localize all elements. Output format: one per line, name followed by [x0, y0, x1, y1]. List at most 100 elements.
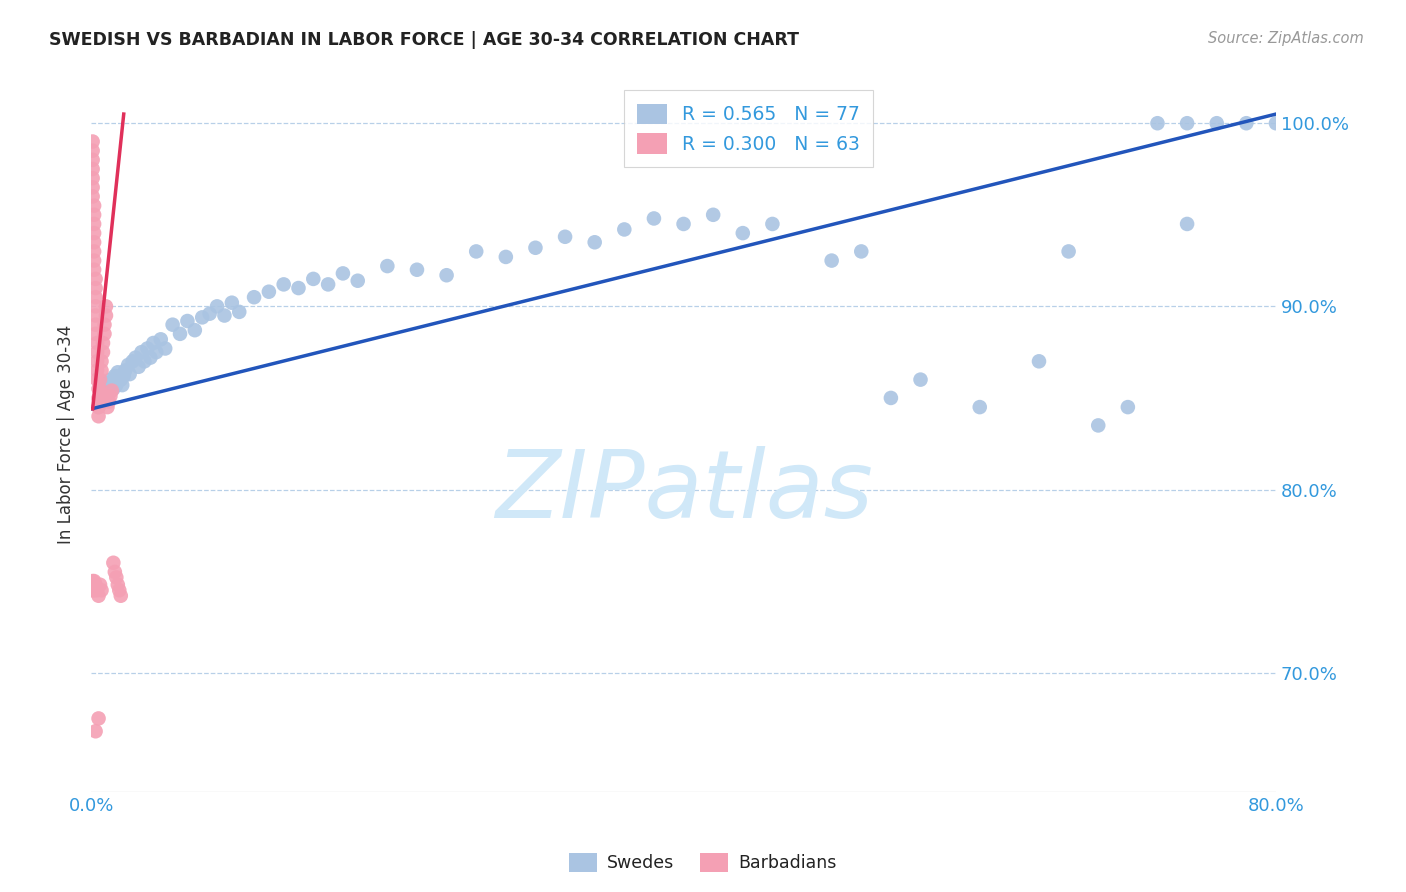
Y-axis label: In Labor Force | Age 30-34: In Labor Force | Age 30-34	[58, 325, 75, 544]
Point	[89, 578, 111, 592]
Point	[86, 345, 108, 359]
Point	[91, 345, 114, 359]
Point	[205, 299, 228, 313]
Point	[84, 309, 107, 323]
Legend: R = 0.565   N = 77, R = 0.300   N = 63: R = 0.565 N = 77, R = 0.300 N = 63	[624, 90, 873, 167]
Point	[83, 244, 105, 259]
Point	[112, 368, 135, 383]
Point	[1028, 354, 1050, 368]
Point	[821, 253, 844, 268]
Point	[702, 208, 724, 222]
Point	[83, 253, 105, 268]
Point	[761, 217, 783, 231]
Point	[82, 171, 104, 186]
Point	[84, 326, 107, 341]
Point	[554, 229, 576, 244]
Point	[96, 376, 118, 391]
Point	[1265, 116, 1288, 130]
Point	[128, 359, 150, 374]
Point	[108, 583, 131, 598]
Point	[94, 299, 117, 313]
Point	[176, 314, 198, 328]
Point	[316, 277, 339, 292]
Point	[84, 724, 107, 739]
Point	[105, 570, 128, 584]
Point	[90, 391, 112, 405]
Point	[465, 244, 488, 259]
Text: SWEDISH VS BARBADIAN IN LABOR FORCE | AGE 30-34 CORRELATION CHART: SWEDISH VS BARBADIAN IN LABOR FORCE | AG…	[49, 31, 799, 49]
Point	[117, 358, 139, 372]
Point	[121, 354, 143, 368]
Point	[346, 274, 368, 288]
Point	[82, 144, 104, 158]
Point	[93, 318, 115, 332]
Point	[145, 345, 167, 359]
Point	[1057, 244, 1080, 259]
Point	[83, 199, 105, 213]
Point	[83, 583, 105, 598]
Point	[86, 363, 108, 377]
Point	[134, 354, 156, 368]
Point	[214, 309, 236, 323]
Point	[672, 217, 695, 231]
Point	[94, 309, 117, 323]
Point	[1234, 116, 1257, 130]
Point	[583, 235, 606, 250]
Point	[89, 373, 111, 387]
Point	[82, 180, 104, 194]
Point	[731, 226, 754, 240]
Point	[257, 285, 280, 299]
Point	[643, 211, 665, 226]
Point	[100, 389, 122, 403]
Point	[83, 208, 105, 222]
Point	[495, 250, 517, 264]
Point	[84, 272, 107, 286]
Point	[89, 391, 111, 405]
Point	[142, 336, 165, 351]
Point	[90, 363, 112, 377]
Point	[162, 318, 184, 332]
Point	[910, 373, 932, 387]
Point	[169, 326, 191, 341]
Point	[524, 241, 547, 255]
Point	[93, 384, 115, 398]
Point	[243, 290, 266, 304]
Point	[104, 565, 127, 579]
Point	[87, 400, 110, 414]
Point	[97, 394, 120, 409]
Point	[82, 153, 104, 167]
Point	[273, 277, 295, 292]
Point	[87, 409, 110, 424]
Point	[87, 589, 110, 603]
Point	[91, 387, 114, 401]
Point	[83, 235, 105, 250]
Point	[1146, 116, 1168, 130]
Point	[91, 336, 114, 351]
Point	[84, 290, 107, 304]
Point	[1175, 116, 1198, 130]
Point	[87, 382, 110, 396]
Point	[191, 310, 214, 325]
Point	[93, 326, 115, 341]
Point	[94, 380, 117, 394]
Point	[82, 161, 104, 176]
Point	[83, 262, 105, 277]
Point	[1087, 418, 1109, 433]
Point	[184, 323, 207, 337]
Point	[198, 307, 221, 321]
Point	[114, 363, 136, 377]
Point	[851, 244, 873, 259]
Point	[90, 354, 112, 368]
Point	[100, 373, 122, 387]
Point	[287, 281, 309, 295]
Point	[103, 556, 125, 570]
Point	[1205, 116, 1227, 130]
Point	[90, 583, 112, 598]
Point	[84, 578, 107, 592]
Point	[86, 336, 108, 351]
Point	[302, 272, 325, 286]
Point	[1116, 400, 1139, 414]
Point	[228, 305, 250, 319]
Point	[124, 351, 146, 365]
Point	[96, 400, 118, 414]
